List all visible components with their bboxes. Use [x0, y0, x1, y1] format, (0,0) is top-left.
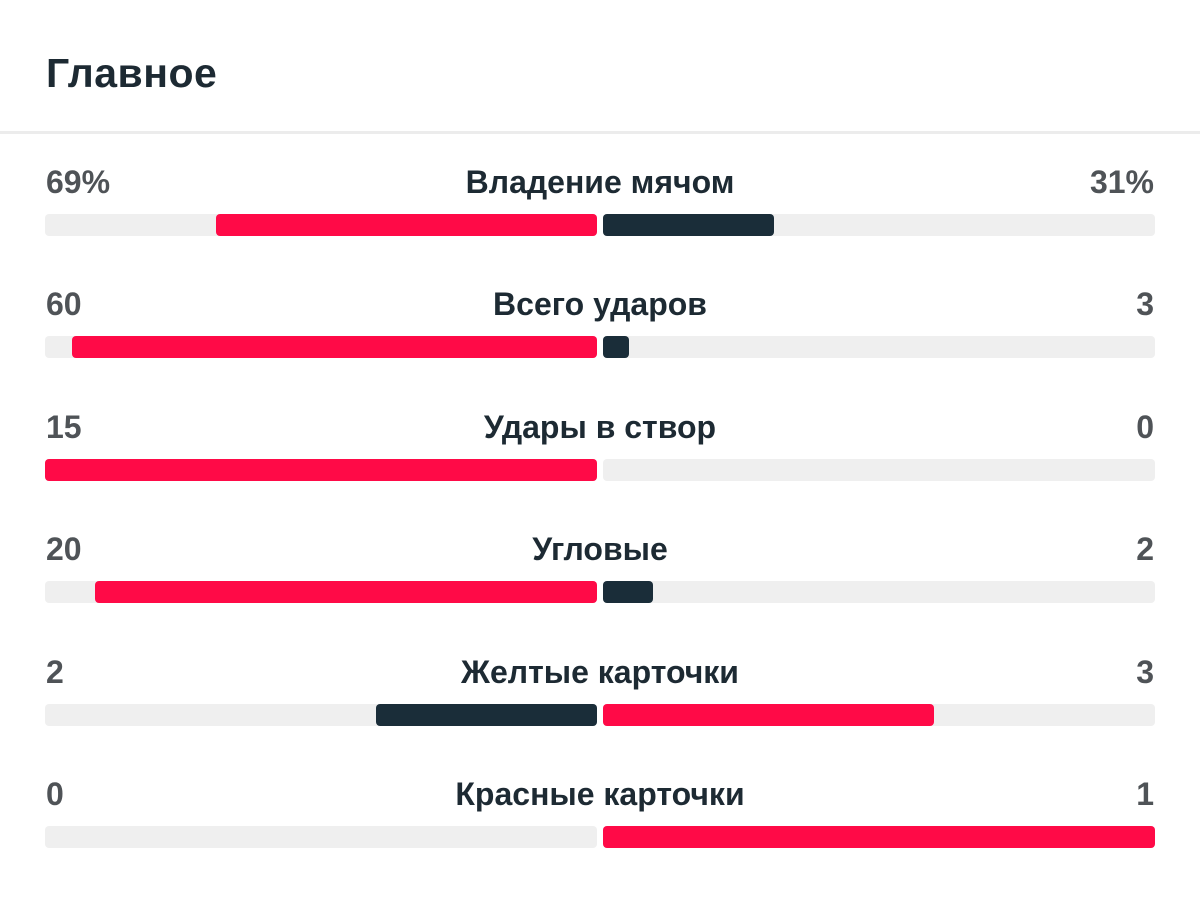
stat-left-value: 69% — [46, 164, 111, 200]
stat-right-bar — [603, 704, 935, 726]
stat-label: Угловые — [532, 531, 668, 567]
stat-left-value: 15 — [46, 409, 82, 445]
stat-left-track — [45, 459, 597, 481]
stat-left-value: 20 — [46, 531, 82, 567]
stat-right-track — [603, 214, 1155, 236]
stat-right-value: 3 — [1136, 654, 1154, 690]
stat-label: Желтые карточки — [461, 654, 739, 690]
stat-left-value: 60 — [46, 286, 82, 322]
stat-right-track — [603, 704, 1155, 726]
stat-left-bar — [45, 459, 597, 481]
stat-label: Владение мячом — [465, 164, 735, 200]
stat-right-bar — [603, 581, 654, 603]
stat-left-track — [45, 826, 597, 848]
stat-right-value: 3 — [1136, 286, 1154, 322]
stat-left-track — [45, 581, 597, 603]
stat-left-bar — [95, 581, 597, 603]
stat-left-track — [45, 704, 597, 726]
stat-row-shots-on-target: 15 Удары в створ 0 — [0, 408, 1200, 530]
stat-left-track — [45, 336, 597, 358]
stat-right-value: 31% — [1089, 164, 1154, 200]
stat-label: Красные карточки — [455, 776, 745, 812]
stat-row-total-shots: 60 Всего ударов 3 — [0, 285, 1200, 407]
stat-left-bar — [71, 336, 597, 358]
stat-row-red-cards: 0 Красные карточки 1 — [0, 775, 1200, 897]
stat-right-bar — [603, 214, 775, 236]
stat-left-track — [45, 214, 597, 236]
stat-right-track — [603, 459, 1155, 481]
stat-row-corners: 20 Угловые 2 — [0, 530, 1200, 652]
stat-label: Всего ударов — [493, 286, 707, 322]
stat-right-value: 2 — [1136, 531, 1154, 567]
stat-right-bar — [603, 826, 1155, 848]
stat-right-value: 0 — [1136, 409, 1154, 445]
stat-right-track — [603, 336, 1155, 358]
stat-left-bar — [376, 704, 597, 726]
section-title: Главное — [46, 50, 218, 96]
stat-left-value: 2 — [46, 654, 64, 690]
stat-right-value: 1 — [1136, 776, 1154, 812]
stat-row-yellow-cards: 2 Желтые карточки 3 — [0, 653, 1200, 775]
stat-right-track — [603, 826, 1155, 848]
stat-left-bar — [216, 214, 597, 236]
section-header: Главное — [0, 0, 1200, 134]
stat-right-bar — [603, 336, 630, 358]
stat-right-track — [603, 581, 1155, 603]
stat-row-possession: 69% Владение мячом 31% — [0, 163, 1200, 285]
stat-left-value: 0 — [46, 776, 64, 812]
stat-label: Удары в створ — [483, 409, 717, 445]
